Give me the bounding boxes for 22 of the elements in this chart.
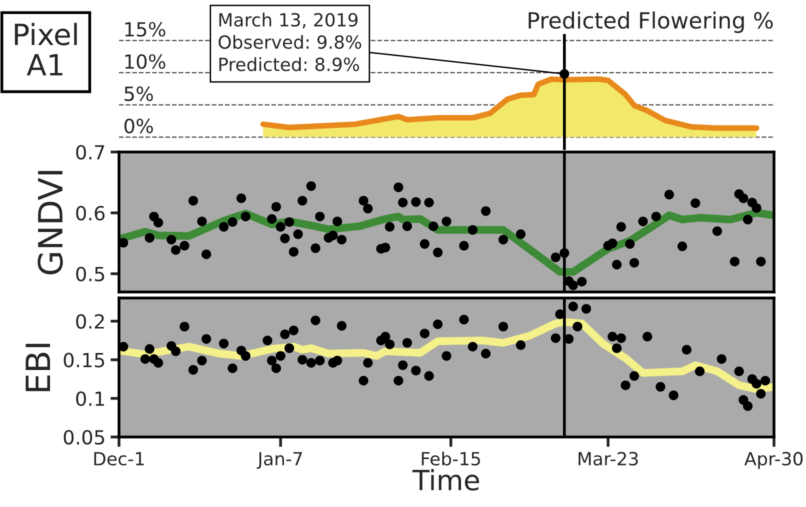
y-tick-label: 0.05 (64, 430, 104, 445)
annotation: March 13, 2019 Observed: 9.8% Predicted: 8.9% (218, 12, 362, 72)
y-tick-label: 0.7 (76, 144, 104, 160)
x-tick-label: Apr-30 (744, 452, 803, 470)
y-tick-label: 0.15 (64, 352, 104, 368)
x-tick-label: Mar-23 (578, 452, 638, 466)
y-tick-label: 10% (125, 54, 166, 69)
chart-title: Predicted Flowering % (528, 12, 773, 34)
y-tick-label: 15% (125, 22, 166, 37)
y-tick-label: 0.1 (76, 391, 104, 406)
y-axis-title: EBI (26, 344, 50, 392)
y-tick-label: 0.5 (76, 266, 104, 282)
text: Pixel A1 (14, 22, 77, 76)
x-axis-title: Time (412, 469, 480, 491)
x-tick-label: Dec-1 (94, 452, 144, 466)
y-axis-title: GNDVI (38, 171, 63, 274)
y-tick-label: 5% (124, 86, 153, 102)
y-tick-label: 0.2 (76, 314, 104, 329)
x-tick-label: Jan-7 (256, 452, 302, 469)
y-tick-label: 0% (124, 118, 153, 134)
x-tick-label: Feb-15 (422, 452, 480, 466)
y-tick-label: 0.6 (76, 206, 105, 221)
